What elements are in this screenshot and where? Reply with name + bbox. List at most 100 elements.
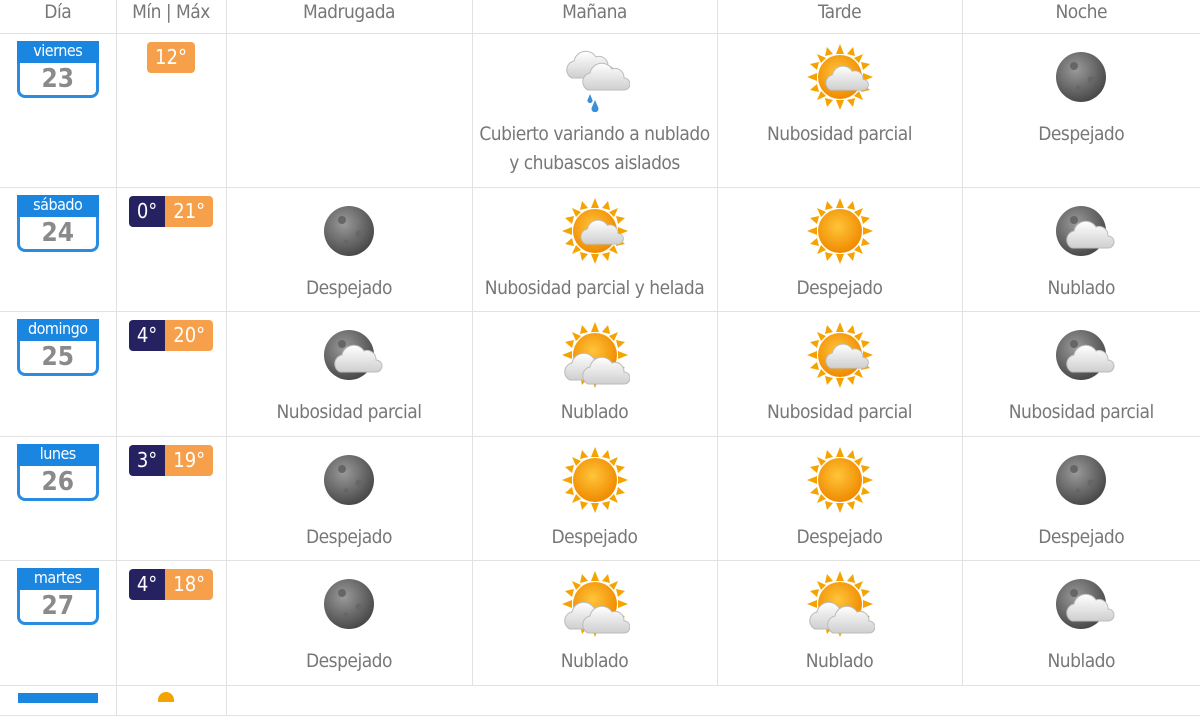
period-cell: Nubosidad parcial xyxy=(717,33,962,187)
temp-max: 21° xyxy=(165,196,213,227)
period-cell: Despejado xyxy=(962,436,1200,560)
condition-label: Despejado xyxy=(227,523,472,552)
temp-max: 18° xyxy=(165,569,213,600)
temp-cell: 4°20° xyxy=(116,311,226,436)
header-manana: Mañana xyxy=(472,0,717,33)
header-noche: Noche xyxy=(962,0,1200,33)
condition-label: Nublado xyxy=(473,647,717,676)
period-cell: Nubosidad parcial xyxy=(962,311,1200,436)
period-cell: Nubosidad parcial xyxy=(717,311,962,436)
sun-icon xyxy=(560,445,630,515)
partial-sun-icon xyxy=(158,692,174,702)
temp-badge: 12° xyxy=(147,42,195,73)
sun-icon xyxy=(805,196,875,266)
temp-cell: 3°19° xyxy=(116,436,226,560)
day-number: 26 xyxy=(20,466,96,498)
header-day: Día xyxy=(0,0,116,33)
condition-label: Nublado xyxy=(473,398,717,427)
period-cell: Nublado xyxy=(472,311,717,436)
temp-min: 0° xyxy=(129,196,165,227)
sun-cloud-icon xyxy=(805,320,875,390)
temp-cell: 4°18° xyxy=(116,560,226,685)
period-cell: Despejado xyxy=(717,436,962,560)
sun-cloud-icon xyxy=(805,42,875,112)
moon-icon xyxy=(314,569,384,639)
period-cell: Despejado xyxy=(226,187,472,311)
cloud-rain-icon xyxy=(560,42,630,112)
sun-clouds-icon xyxy=(560,569,630,639)
moon-icon xyxy=(314,445,384,515)
day-number: 23 xyxy=(20,63,96,95)
condition-label: Despejado xyxy=(718,523,962,552)
condition-label: Cubierto variando a nublado y chubascos … xyxy=(473,120,717,178)
period-cell: Despejado xyxy=(717,187,962,311)
temp-max: 20° xyxy=(165,320,213,351)
condition-label: Nublado xyxy=(963,274,1200,303)
sun-clouds-icon xyxy=(805,569,875,639)
condition-label: Despejado xyxy=(227,647,472,676)
temp-max: 12° xyxy=(147,42,195,73)
period-cell: Despejado xyxy=(962,33,1200,187)
period-cell: Nubosidad parcial y helada xyxy=(472,187,717,311)
temp-badge: 3°19° xyxy=(129,445,213,476)
period-cell: Nublado xyxy=(717,560,962,685)
moon-cloud-icon xyxy=(1046,569,1116,639)
header-madrugada: Madrugada xyxy=(226,0,472,33)
period-cell-empty xyxy=(226,33,472,187)
temp-max: 19° xyxy=(165,445,213,476)
condition-label: Despejado xyxy=(473,523,717,552)
condition-label: Nubosidad parcial xyxy=(718,120,962,149)
condition-label: Nubosidad parcial xyxy=(718,398,962,427)
condition-label: Nubosidad parcial xyxy=(963,398,1200,427)
condition-label: Despejado xyxy=(963,523,1200,552)
period-cell: Cubierto variando a nublado y chubascos … xyxy=(472,33,717,187)
period-cell: Despejado xyxy=(226,560,472,685)
temp-min: 4° xyxy=(129,320,165,351)
weekday-label: martes xyxy=(17,568,99,590)
condition-label: Nubosidad parcial y helada xyxy=(473,274,717,303)
temp-cell: 0°21° xyxy=(116,187,226,311)
period-cell: Nublado xyxy=(962,560,1200,685)
temp-badge: 4°18° xyxy=(129,569,213,600)
period-cell: Nublado xyxy=(472,560,717,685)
period-cell: Nublado xyxy=(962,187,1200,311)
condition-label: Nublado xyxy=(718,647,962,676)
temp-min: 4° xyxy=(129,569,165,600)
condition-label: Nubosidad parcial xyxy=(227,398,472,427)
header-tarde: Tarde xyxy=(717,0,962,33)
weekday-label: lunes xyxy=(17,444,99,466)
temp-badge: 0°21° xyxy=(129,196,213,227)
temp-badge: 4°20° xyxy=(129,320,213,351)
table-row-partial xyxy=(0,685,1200,715)
moon-icon xyxy=(1046,445,1116,515)
moon-icon xyxy=(314,196,384,266)
partial-next-row xyxy=(18,693,98,703)
moon-cloud-icon xyxy=(1046,196,1116,266)
moon-cloud-icon xyxy=(1046,320,1116,390)
temp-min: 3° xyxy=(129,445,165,476)
weekday-label: sábado xyxy=(17,195,99,217)
period-cell: Nubosidad parcial xyxy=(226,311,472,436)
day-number: 27 xyxy=(20,590,96,622)
sun-clouds-icon xyxy=(560,320,630,390)
period-cell: Despejado xyxy=(472,436,717,560)
condition-label: Despejado xyxy=(718,274,962,303)
condition-label: Despejado xyxy=(227,274,472,303)
period-cell: Despejado xyxy=(226,436,472,560)
moon-icon xyxy=(1046,42,1116,112)
